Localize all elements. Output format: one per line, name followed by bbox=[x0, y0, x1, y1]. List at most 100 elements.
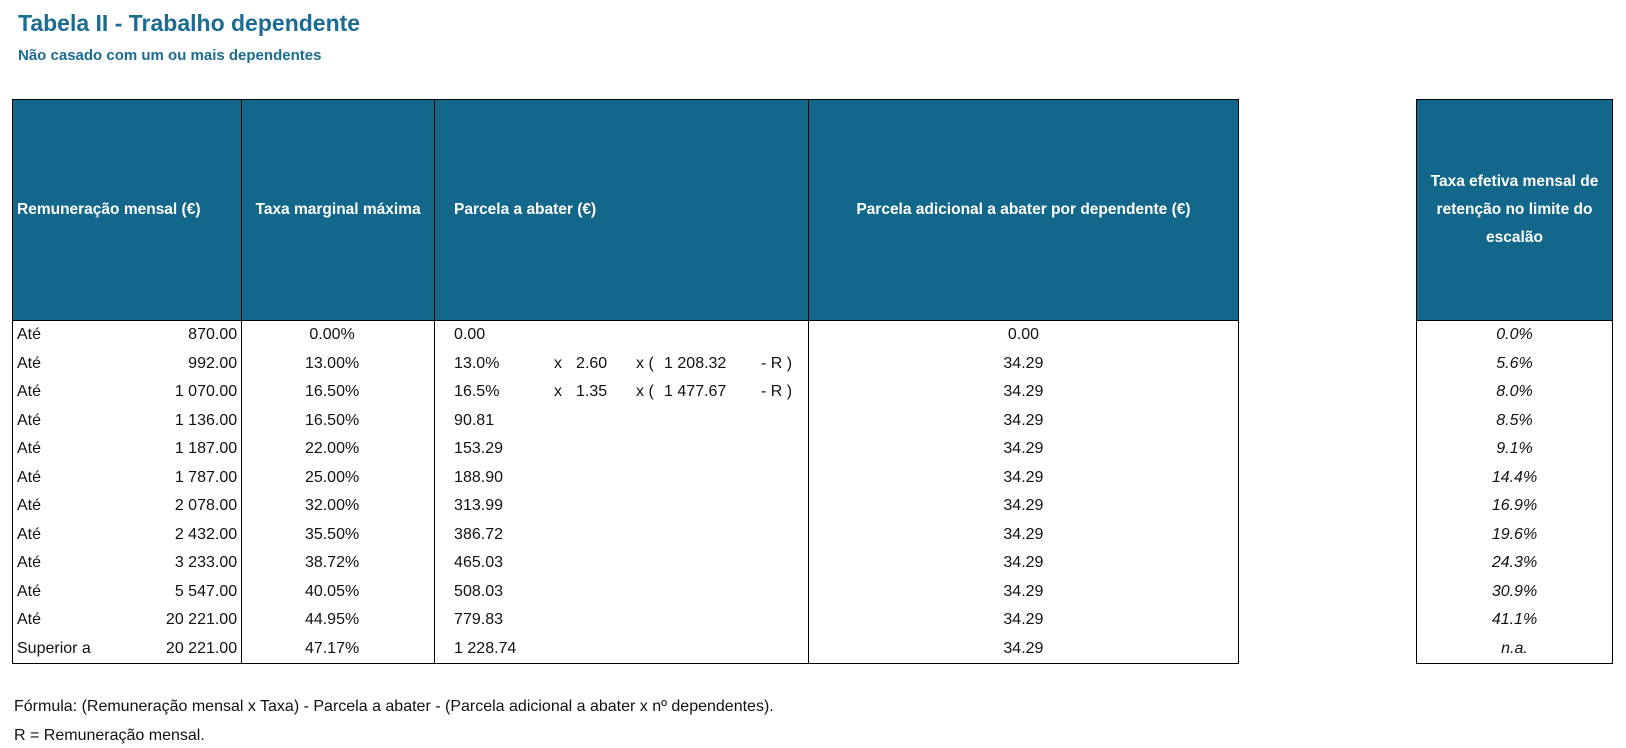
adicional-cell: 34.29 bbox=[807, 606, 1240, 635]
bracket-limit: 870.00 bbox=[188, 326, 238, 344]
remuneracao-cell: Até 2 078.00 bbox=[11, 492, 243, 521]
taxa-cell: 47.17% bbox=[241, 634, 436, 664]
adicional-cell: 34.29 bbox=[807, 406, 1240, 435]
parcela-cell: 386.72 bbox=[434, 520, 809, 549]
header-parcela: Parcela a abater (€) bbox=[434, 99, 809, 321]
adicional-cell: 34.29 bbox=[807, 577, 1240, 606]
taxa-efetiva-cell: 5.6% bbox=[1416, 349, 1613, 378]
table-row: n.a. bbox=[1416, 634, 1613, 664]
parcela-value: 90.81 bbox=[454, 411, 495, 429]
taxa-efetiva-cell: 8.0% bbox=[1416, 378, 1613, 407]
header-remuneracao: Remuneração mensal (€) bbox=[11, 99, 243, 321]
adicional-cell: 34.29 bbox=[807, 634, 1240, 664]
remuneracao-cell: Até 1 187.00 bbox=[11, 435, 243, 464]
taxa-efetiva-cell: 19.6% bbox=[1416, 520, 1613, 549]
remuneracao-cell: Até 992.00 bbox=[11, 349, 243, 378]
header-adicional: Parcela adicional a abater por dependent… bbox=[807, 99, 1240, 321]
parcela-cell: 779.83 bbox=[434, 606, 809, 635]
adicional-cell: 34.29 bbox=[807, 435, 1240, 464]
parcela-value: 188.90 bbox=[454, 468, 503, 486]
parcela-cell: 90.81 bbox=[434, 406, 809, 435]
header-taxa: Taxa marginal máxima bbox=[241, 99, 436, 321]
bracket-label: Até bbox=[17, 383, 42, 401]
table-row: Até 1 187.00 22.00% 153.29 34.29 bbox=[11, 435, 1240, 464]
formula-multiplier: 2.60 bbox=[576, 354, 608, 372]
bracket-label: Até bbox=[17, 468, 42, 486]
table-row: 14.4% bbox=[1416, 463, 1613, 492]
remuneracao-cell: Até 20 221.00 bbox=[11, 606, 243, 635]
taxa-cell: 22.00% bbox=[241, 435, 436, 464]
table-row: 16.9% bbox=[1416, 492, 1613, 521]
parcela-value: 153.29 bbox=[454, 440, 503, 458]
parcela-value: 0.00 bbox=[454, 326, 486, 344]
taxa-efetiva-cell: n.a. bbox=[1416, 634, 1613, 664]
formula-multiplier: 1.35 bbox=[576, 383, 608, 401]
r-definition-note: R = Remuneração mensal. bbox=[14, 727, 205, 744]
table-row: Até 992.00 13.00% 13.0% x 2.60 x ( 1 208… bbox=[11, 349, 1240, 378]
taxa-cell: 16.50% bbox=[241, 378, 436, 407]
remuneracao-cell: Até 1 787.00 bbox=[11, 463, 243, 492]
table-title: Tabela II - Trabalho dependente bbox=[18, 10, 361, 36]
formula-open: x ( bbox=[636, 383, 654, 401]
parcela-formula: x 2.60 x ( 1 208.32 - R ) bbox=[554, 355, 804, 373]
bracket-label: Até bbox=[17, 497, 42, 515]
parcela-value: 313.99 bbox=[454, 497, 503, 515]
table-row: Até 1 070.00 16.50% 16.5% x 1.35 x ( 1 4… bbox=[11, 378, 1240, 407]
formula-r: - R ) bbox=[760, 383, 793, 401]
bracket-limit: 20 221.00 bbox=[165, 639, 238, 657]
taxa-cell: 40.05% bbox=[241, 577, 436, 606]
table-row: Até 2 432.00 35.50% 386.72 34.29 bbox=[11, 520, 1240, 549]
parcela-cell: 153.29 bbox=[434, 435, 809, 464]
effective-rate-table: Taxa efetiva mensal de retenção no limit… bbox=[1416, 99, 1613, 664]
bracket-label: Até bbox=[17, 411, 42, 429]
taxa-efetiva-cell: 9.1% bbox=[1416, 435, 1613, 464]
table-row: 24.3% bbox=[1416, 549, 1613, 578]
bracket-label: Até bbox=[17, 525, 42, 543]
parcela-formula: x 1.35 x ( 1 477.67 - R ) bbox=[554, 383, 804, 401]
parcela-value: 465.03 bbox=[454, 554, 503, 572]
parcela-cell: 313.99 bbox=[434, 492, 809, 521]
bracket-label: Até bbox=[17, 582, 42, 600]
table-row: 8.0% bbox=[1416, 378, 1613, 407]
adicional-cell: 0.00 bbox=[807, 320, 1240, 350]
taxa-efetiva-cell: 16.9% bbox=[1416, 492, 1613, 521]
parcela-cell: 465.03 bbox=[434, 549, 809, 578]
table-row: 8.5% bbox=[1416, 406, 1613, 435]
remuneracao-cell: Até 5 547.00 bbox=[11, 577, 243, 606]
parcela-cell: 1 228.74 bbox=[434, 634, 809, 664]
formula-times: x bbox=[554, 383, 563, 401]
remuneracao-cell: Até 3 233.00 bbox=[11, 549, 243, 578]
taxa-cell: 44.95% bbox=[241, 606, 436, 635]
table-row: 5.6% bbox=[1416, 349, 1613, 378]
bracket-limit: 1 187.00 bbox=[174, 440, 238, 458]
bracket-label: Até bbox=[17, 440, 42, 458]
bracket-limit: 5 547.00 bbox=[174, 582, 238, 600]
adicional-cell: 34.29 bbox=[807, 378, 1240, 407]
taxa-cell: 25.00% bbox=[241, 463, 436, 492]
parcela-cell: 16.5% x 1.35 x ( 1 477.67 - R ) bbox=[434, 378, 809, 407]
parcela-cell: 0.00 bbox=[434, 320, 809, 350]
formula-note: Fórmula: (Remuneração mensal x Taxa) - P… bbox=[14, 698, 774, 715]
formula-times: x bbox=[554, 354, 563, 372]
table-subtitle: Não casado com um ou mais dependentes bbox=[18, 47, 322, 64]
taxa-efetiva-cell: 30.9% bbox=[1416, 577, 1613, 606]
table-row: Até 2 078.00 32.00% 313.99 34.29 bbox=[11, 492, 1240, 521]
formula-r: - R ) bbox=[760, 354, 793, 372]
table-row: 19.6% bbox=[1416, 520, 1613, 549]
parcela-cell: 508.03 bbox=[434, 577, 809, 606]
formula-base: 1 477.67 bbox=[664, 383, 727, 401]
formula-open: x ( bbox=[636, 354, 654, 372]
bracket-limit: 1 070.00 bbox=[174, 383, 238, 401]
parcela-value: 386.72 bbox=[454, 525, 503, 543]
adicional-cell: 34.29 bbox=[807, 463, 1240, 492]
remuneracao-cell: Até 870.00 bbox=[11, 320, 243, 350]
taxa-cell: 13.00% bbox=[241, 349, 436, 378]
adicional-cell: 34.29 bbox=[807, 492, 1240, 521]
taxa-cell: 35.50% bbox=[241, 520, 436, 549]
table-row: 30.9% bbox=[1416, 577, 1613, 606]
table-row: Até 3 233.00 38.72% 465.03 34.29 bbox=[11, 549, 1240, 578]
table-row: Até 1 136.00 16.50% 90.81 34.29 bbox=[11, 406, 1240, 435]
parcela-value: 1 228.74 bbox=[454, 639, 517, 657]
parcela-value: 779.83 bbox=[454, 611, 503, 629]
taxa-cell: 16.50% bbox=[241, 406, 436, 435]
